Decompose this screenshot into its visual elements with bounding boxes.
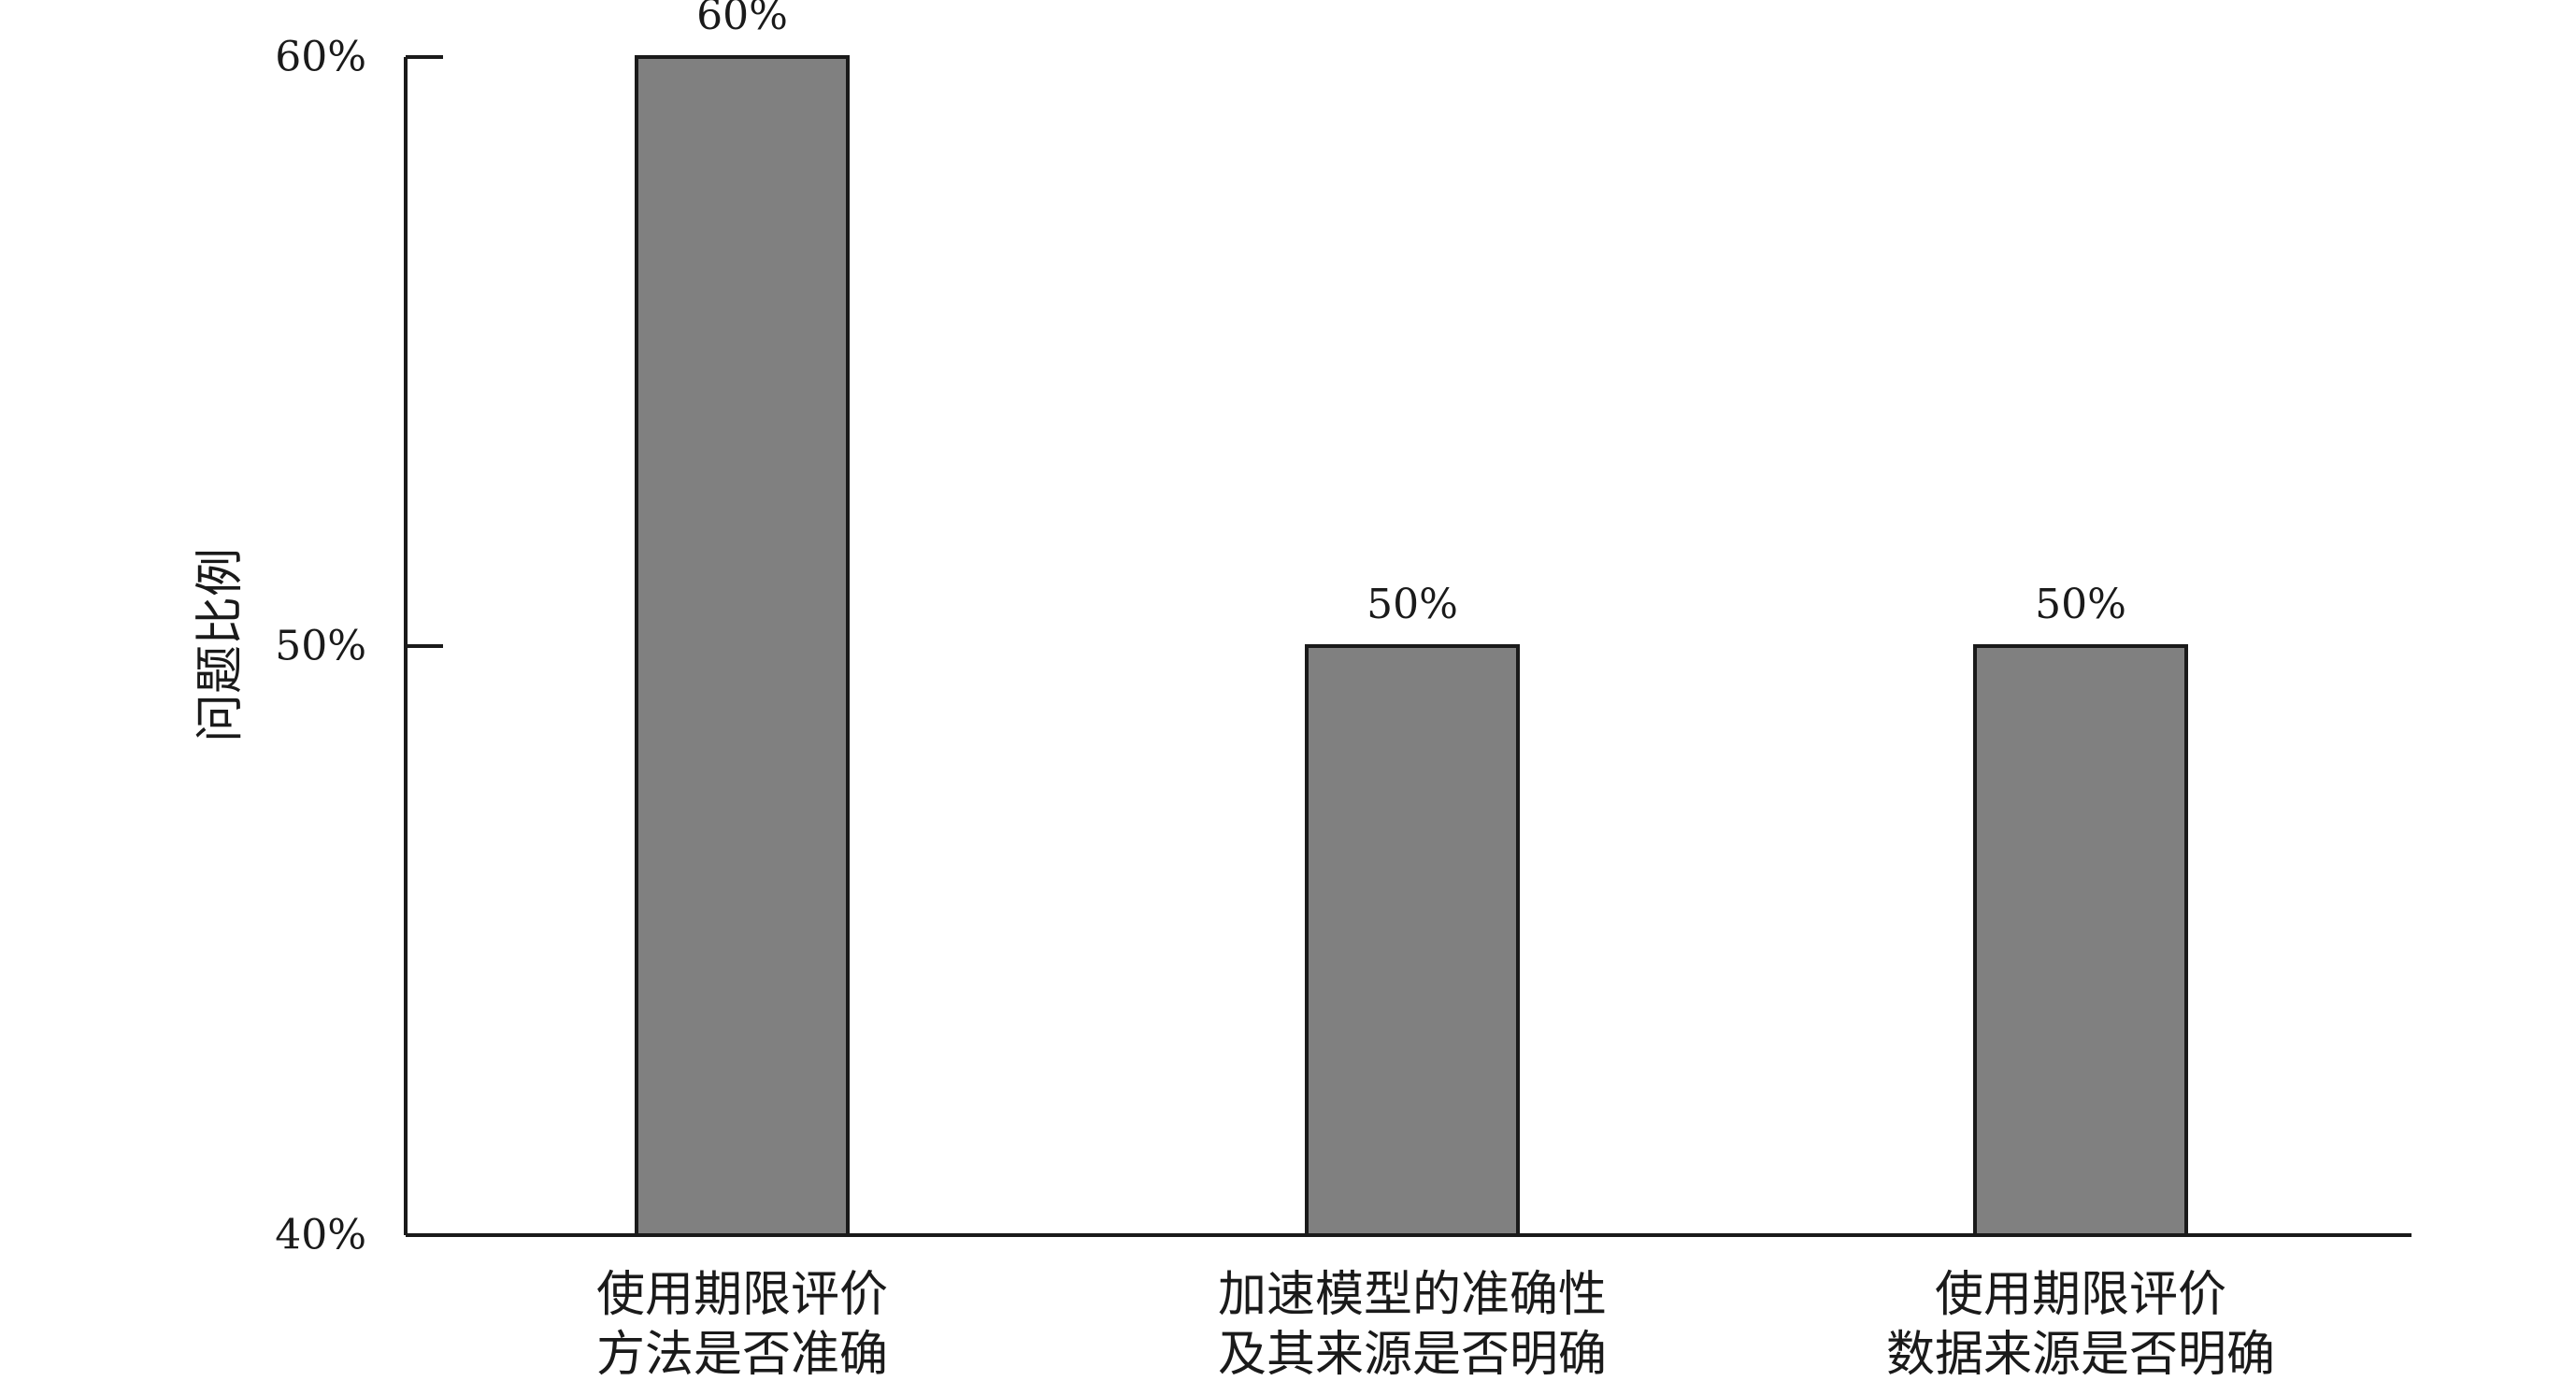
data-labels: 60% 50% 50% <box>696 0 2126 628</box>
bar-value-label: 50% <box>2035 581 2126 628</box>
bar <box>1305 644 1520 1237</box>
y-axis: 40% 50% 60% <box>275 34 443 1259</box>
bar <box>635 55 850 1237</box>
x-category-label: 加速模型的准确性 <box>1218 1267 1607 1323</box>
bar-value-label: 50% <box>1367 581 1458 628</box>
bar-value-label: 60% <box>696 0 788 39</box>
y-tick-label: 40% <box>275 1212 366 1259</box>
x-category-label: 及其来源是否明确 <box>1218 1327 1607 1381</box>
x-category-label: 方法是否准确 <box>596 1327 888 1381</box>
y-axis-title: 问题比例 <box>193 548 249 742</box>
x-category-label: 使用期限评价 <box>1935 1267 2226 1323</box>
category-labels: 使用期限评价方法是否准确加速模型的准确性及其来源是否明确使用期限评价数据来源是否… <box>596 1267 2275 1381</box>
x-category-label: 使用期限评价 <box>596 1267 888 1323</box>
y-tick-label: 50% <box>275 623 366 670</box>
x-category-label: 数据来源是否明确 <box>1886 1327 2275 1381</box>
y-tick-label: 60% <box>275 34 366 81</box>
bars <box>635 55 2188 1237</box>
bar <box>1973 644 2188 1237</box>
